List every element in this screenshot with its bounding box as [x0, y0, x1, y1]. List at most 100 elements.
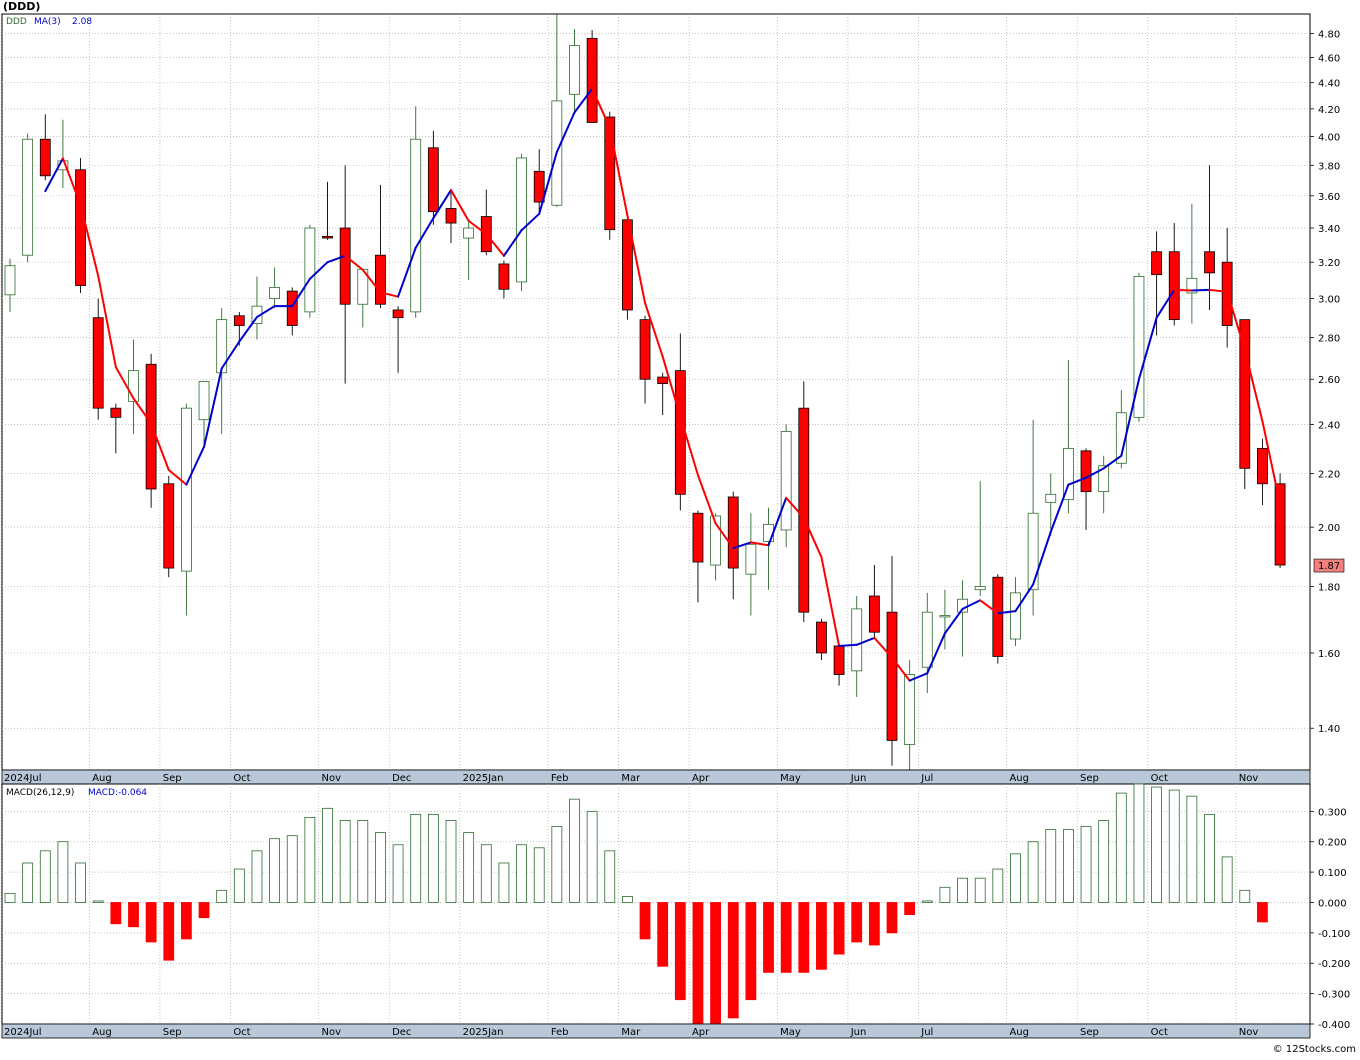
macd-bar [410, 813, 422, 903]
candle-body [92, 317, 104, 409]
ma-segment [432, 189, 452, 220]
candle-body [339, 227, 351, 305]
ma-segment [996, 610, 1017, 615]
ma-segment [555, 111, 576, 154]
ma-line [44, 87, 1282, 682]
x-axis-label: Apr [692, 1027, 710, 1038]
x-axis-label: Sep [1080, 1027, 1099, 1038]
candle-body [939, 615, 951, 618]
macd-bar [1080, 826, 1092, 903]
price-tick-label: 1.60 [1318, 649, 1340, 660]
ma-segment [255, 305, 276, 319]
x-axis-label: Sep [163, 773, 182, 784]
macd-bar [286, 835, 298, 903]
price-tick-label: 1.40 [1318, 724, 1340, 735]
macd-bar [727, 902, 739, 1019]
macd-tick-label: 0.200 [1318, 838, 1347, 849]
ma-segment [961, 599, 982, 610]
ma-segment [1173, 288, 1193, 292]
ma-segment [397, 246, 417, 298]
candle-body [1151, 251, 1162, 276]
ma-segment [79, 203, 100, 277]
last-price-badge: 1.87 [1313, 558, 1345, 573]
macd-tick-label: -0.100 [1318, 929, 1350, 940]
candle-body [269, 287, 281, 299]
watermark: © 12Stocks.com [1273, 1044, 1356, 1055]
candle-body [463, 227, 475, 239]
macd-bar [569, 798, 580, 903]
price-tick-label: 4.00 [1318, 132, 1340, 143]
ma-segment [167, 469, 188, 486]
ma-segment [679, 415, 699, 477]
candle-body [674, 370, 686, 495]
x-axis-label: 2024Jul [4, 773, 42, 784]
x-axis-label: Oct [233, 773, 250, 784]
candle-body [1045, 493, 1057, 503]
candle-body [586, 37, 598, 123]
x-axis-label: May [780, 1027, 801, 1038]
x-axis-label: Oct [1151, 773, 1168, 784]
macd-bar [1168, 789, 1180, 903]
x-axis-label: Feb [551, 773, 569, 784]
macd-bar [904, 902, 916, 916]
price-tick-label: 4.60 [1318, 54, 1340, 65]
ma-segment [61, 157, 82, 206]
macd-bar [798, 902, 810, 973]
macd-bar [780, 902, 792, 973]
x-axis-label: Aug [1009, 773, 1029, 784]
candle-body [833, 645, 845, 675]
x-axis-band-top [1, 769, 1311, 785]
ma-segment [114, 366, 135, 400]
candle-body [1186, 277, 1198, 294]
ma-segment [979, 599, 999, 615]
candle-body [657, 376, 669, 385]
ma-segment [749, 541, 770, 547]
macd-bar [1133, 783, 1145, 903]
candle-body [798, 407, 810, 613]
ma-segment [838, 643, 858, 647]
price-tick-label: 3.40 [1318, 224, 1340, 235]
ma-segment [785, 496, 805, 519]
macd-bar [251, 850, 263, 903]
macd-bar [692, 902, 704, 1025]
candle-body [410, 138, 422, 313]
candle-body [639, 319, 651, 380]
candle-body [1098, 465, 1110, 493]
price-tick-label: 2.00 [1318, 523, 1340, 534]
price-tick-label: 3.00 [1318, 295, 1340, 306]
candle-body [445, 208, 457, 224]
ma-segment [626, 214, 647, 304]
chart-title: (DDD) [3, 0, 40, 13]
macd-bar [1010, 853, 1021, 903]
candle-body [816, 621, 827, 654]
ma-segment [485, 233, 505, 257]
macd-bar [1221, 856, 1233, 903]
x-axis-label: Nov [1239, 1027, 1259, 1038]
ma-segment [220, 340, 241, 370]
x-axis-label: 2025Jan [463, 773, 504, 784]
macd-bar [1151, 786, 1162, 903]
macd-bar [180, 902, 192, 940]
macd-bar [833, 902, 845, 955]
x-axis-label: Mar [621, 1027, 641, 1038]
ma-segment [502, 229, 523, 257]
ma-segment [44, 157, 64, 193]
price-tick-label: 2.80 [1318, 333, 1340, 344]
ma-segment [467, 219, 488, 236]
candle-body [974, 586, 986, 591]
ma-segment [732, 541, 752, 550]
ma-segment [450, 189, 470, 222]
ma-segment [344, 254, 364, 271]
macd-bar [498, 862, 510, 903]
macd-bar [886, 902, 898, 934]
ma-segment [379, 291, 400, 298]
candle-body [1133, 276, 1145, 418]
macd-bar [533, 847, 545, 903]
ma-segment [238, 316, 258, 343]
ma-segment [696, 474, 717, 525]
macd-bar [216, 889, 228, 903]
candle-body [569, 45, 580, 95]
candle-body [198, 381, 210, 421]
candle-body [4, 265, 16, 296]
x-axis-label: Apr [692, 773, 710, 784]
